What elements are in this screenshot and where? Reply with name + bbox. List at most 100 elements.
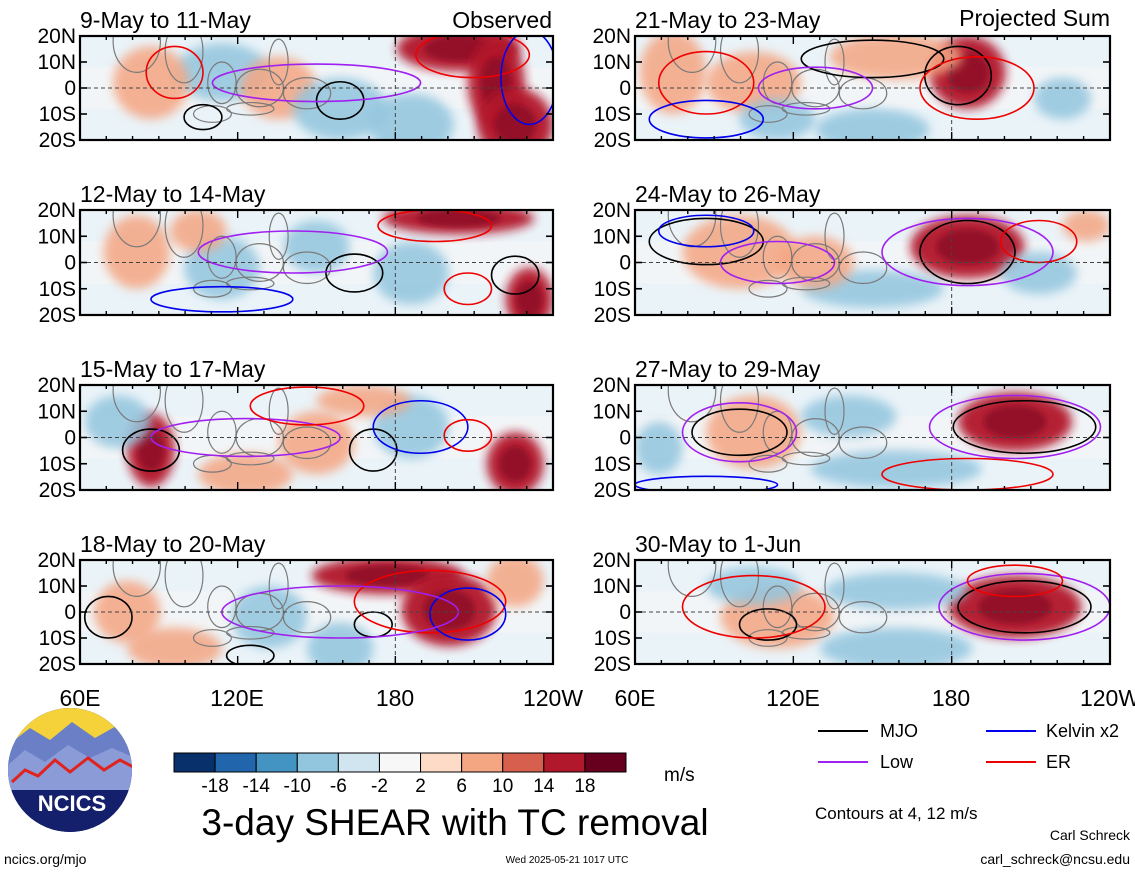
coastline: [282, 76, 332, 110]
coastline: [719, 385, 760, 433]
lat-label: 10N: [37, 400, 76, 423]
lat-label: 10N: [592, 51, 631, 74]
lat-label: 20N: [37, 549, 76, 572]
lon-label-120w: 120W: [523, 685, 583, 711]
shear-anomaly-core: [983, 405, 1047, 438]
observed-label: Observed: [452, 7, 552, 33]
shear-anomaly: [113, 46, 189, 120]
logo-text: NCICS: [38, 791, 106, 816]
contour-line: [443, 418, 493, 452]
lat-label: 0: [64, 77, 76, 100]
lat-label: 10S: [39, 453, 76, 476]
lon-label-180: 180: [932, 685, 970, 711]
contour-line: [490, 255, 540, 295]
panel-title: 15-May to 17-May: [80, 356, 266, 382]
contour-line: [121, 428, 181, 472]
coastline: [268, 38, 289, 86]
panels-layer: 9-May to 11-May20N10N010S20SObserved12-M…: [37, 5, 1112, 676]
contour-line: [83, 595, 133, 639]
shear-anomaly: [635, 421, 683, 475]
ncics-logo: NCICS: [8, 708, 132, 832]
panel-title: 24-May to 26-May: [635, 181, 821, 207]
coastline: [838, 251, 888, 285]
coastline: [838, 601, 888, 634]
contour-line: [928, 394, 1102, 460]
lat-label: 20N: [37, 199, 76, 222]
coastline: [667, 36, 717, 73]
lon-label-120w: 120W: [1080, 685, 1135, 711]
lat-label: 10N: [592, 225, 631, 248]
shear-anomaly: [368, 93, 454, 140]
contour-line: [325, 253, 384, 293]
colorbar-tick-label: -2: [371, 776, 388, 797]
lat-label: 0: [64, 252, 76, 275]
colorbar-swatch: [502, 752, 545, 773]
colorbar-tick-label: -18: [201, 776, 228, 797]
contour-line: [150, 285, 294, 313]
panel-title: 9-May to 11-May: [80, 7, 251, 33]
coastline: [781, 451, 831, 466]
coastline: [164, 36, 204, 84]
coastline: [226, 451, 275, 466]
coastline: [164, 210, 204, 258]
colorbar-swatch: [214, 752, 257, 773]
colorbar-tick-label: 10: [492, 776, 513, 797]
lon-label-60e: 60E: [615, 685, 656, 711]
lat-label: 10N: [37, 575, 76, 598]
lat-label: 20N: [592, 549, 631, 572]
lat-label: 0: [619, 601, 631, 624]
lat-label: 20S: [594, 129, 631, 152]
legend-label-er: ER: [1046, 752, 1071, 772]
main-title: 3-day SHEAR with TC removal: [201, 802, 708, 843]
lat-label: 20N: [37, 374, 76, 397]
shear-anomaly: [1034, 77, 1091, 120]
panel-title: 27-May to 29-May: [635, 356, 821, 382]
contour-line: [500, 36, 553, 126]
legend-label-mjo: MJO: [880, 721, 918, 741]
shear-anomaly: [486, 560, 544, 607]
coastline: [667, 560, 717, 597]
contour-line: [800, 39, 945, 79]
colorbar-tick-label: -14: [242, 776, 270, 797]
coastline: [282, 251, 332, 285]
colorbar-swatch: [173, 752, 216, 773]
contour-line: [881, 457, 1054, 490]
shear-anomaly: [307, 622, 374, 664]
projected-label: Projected Sum: [959, 5, 1110, 31]
shear-anomaly-core: [936, 229, 999, 265]
panel-title: 21-May to 23-May: [635, 7, 821, 33]
colorbar-tick-label: 14: [533, 776, 555, 797]
colorbar-swatch: [420, 752, 463, 773]
shear-anomaly: [231, 586, 308, 649]
contour-line: [657, 50, 755, 115]
lon-axis-right: 60E 120E 180 120W: [615, 685, 1135, 711]
lat-label: 10S: [594, 278, 631, 301]
colorbar-swatch: [461, 752, 504, 773]
footer-url: ncics.org/mjo: [4, 851, 87, 867]
contour-line: [635, 475, 779, 490]
contour-line: [415, 36, 531, 79]
contour-line: [757, 66, 874, 110]
shear-anomaly: [292, 77, 388, 140]
coastline: [192, 629, 232, 647]
lon-label-180: 180: [376, 685, 414, 711]
colorbar-unit: m/s: [664, 765, 695, 786]
lat-label: 0: [64, 601, 76, 624]
contour-line: [681, 574, 826, 639]
shear-anomaly: [815, 108, 930, 140]
coastline: [762, 235, 793, 279]
shear-field: [80, 36, 553, 140]
lat-label: 10S: [39, 627, 76, 650]
lat-label: 10S: [594, 103, 631, 126]
shear-anomaly-core: [978, 589, 1052, 624]
coastline: [824, 562, 845, 610]
colorbar-swatch: [584, 752, 627, 773]
shear-anomaly: [103, 215, 170, 289]
lat-label: 0: [64, 427, 76, 450]
contour-line: [211, 63, 422, 103]
coastline: [781, 625, 831, 640]
contour-line: [657, 214, 755, 248]
